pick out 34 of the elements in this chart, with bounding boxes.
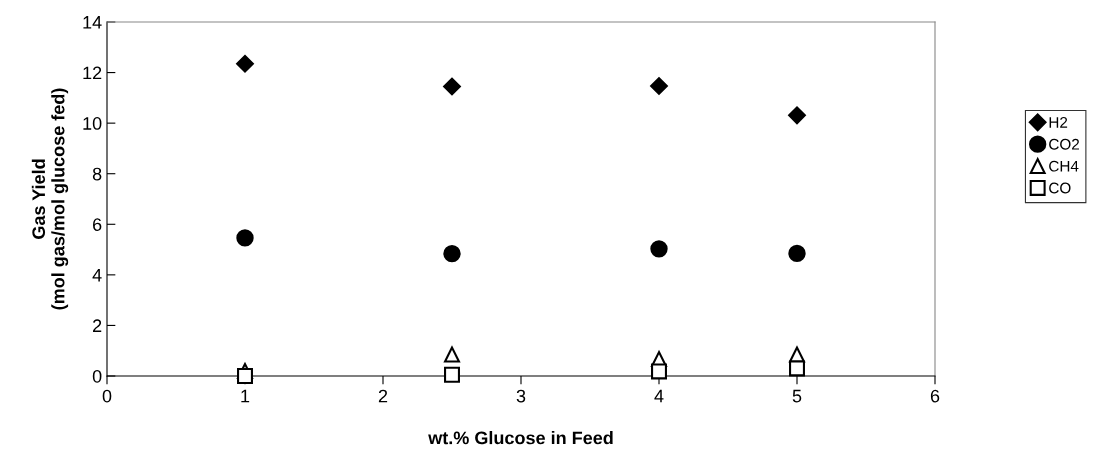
point bbox=[789, 360, 805, 377]
y-axis-title: Gas Yield (mol gas/mol glucose fed) bbox=[31, 88, 69, 310]
legend-label: H2 bbox=[1049, 116, 1068, 128]
x-tick-label: 3 bbox=[516, 389, 526, 403]
y-tick-label: 2 bbox=[93, 319, 102, 332]
point bbox=[443, 244, 461, 263]
x-axis-title: wt.% Glucose in Feed bbox=[428, 431, 613, 445]
point bbox=[650, 77, 668, 95]
x-tick-label: 0 bbox=[102, 389, 112, 403]
point bbox=[236, 54, 254, 73]
x-tick-label: 4 bbox=[654, 389, 664, 403]
x-tick-label: 6 bbox=[930, 389, 940, 403]
y-tick-label: 6 bbox=[93, 218, 102, 232]
point bbox=[237, 368, 253, 384]
point bbox=[650, 240, 668, 258]
y-tick-label: 10 bbox=[83, 117, 102, 130]
point bbox=[651, 363, 667, 380]
point bbox=[443, 77, 461, 96]
x-tick-label: 2 bbox=[378, 389, 388, 403]
legend-label: CO bbox=[1049, 182, 1071, 194]
point bbox=[788, 244, 806, 263]
legend-label: CO2 bbox=[1049, 138, 1079, 150]
y-tick-label: 4 bbox=[92, 268, 102, 282]
x-tick-label: 5 bbox=[792, 389, 802, 403]
x-tick-label: 1 bbox=[241, 389, 250, 403]
point bbox=[444, 366, 460, 383]
y-tick-label: 14 bbox=[83, 16, 102, 29]
y-tick-label: 8 bbox=[92, 167, 102, 181]
y-tick-label: 0 bbox=[92, 369, 102, 383]
legend-label: CH4 bbox=[1049, 160, 1079, 172]
point bbox=[236, 229, 254, 247]
point bbox=[444, 346, 460, 363]
y-tick-label: 12 bbox=[83, 66, 102, 80]
point bbox=[788, 106, 806, 125]
